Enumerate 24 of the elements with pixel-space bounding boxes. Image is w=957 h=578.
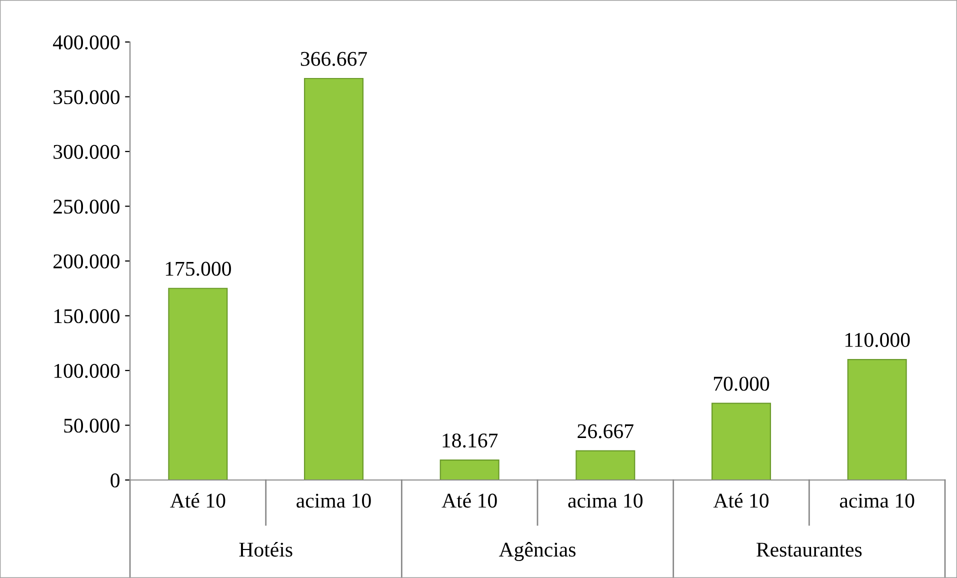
y-tick-label: 400.000 [52,35,120,50]
data-label: 18.167 [442,433,498,448]
data-label: 70.000 [714,376,770,391]
x-tick-label: Até 10 [442,493,497,508]
data-label: 110.000 [845,332,910,348]
x-tick-label: acima 10 [840,494,914,508]
y-tick-label: 300.000 [54,144,120,160]
y-tick-label: 200.000 [53,254,120,269]
x-tick-label: Até 10 [170,493,226,508]
y-tick-label: 150.000 [54,309,120,324]
x-tick-label: Até 10 [713,493,769,508]
y-tick-label: 250.000 [53,200,120,214]
y-tick-label: 0 [110,473,120,488]
y-tick-label: 350.000 [54,90,120,104]
x-tick-label: acima 10 [568,494,643,508]
data-label: 175.000 [166,262,231,276]
text: Agências [498,542,576,561]
text: Hotéis [239,542,292,557]
y-tick-label: 50.000 [64,418,120,433]
x-tick-label: acima 10 [296,494,371,508]
text: Restaurantes [756,542,862,557]
y-tick-label: 100.000 [54,364,120,378]
data-label: 26.667 [578,424,634,438]
data-label: 366.667 [300,52,368,66]
